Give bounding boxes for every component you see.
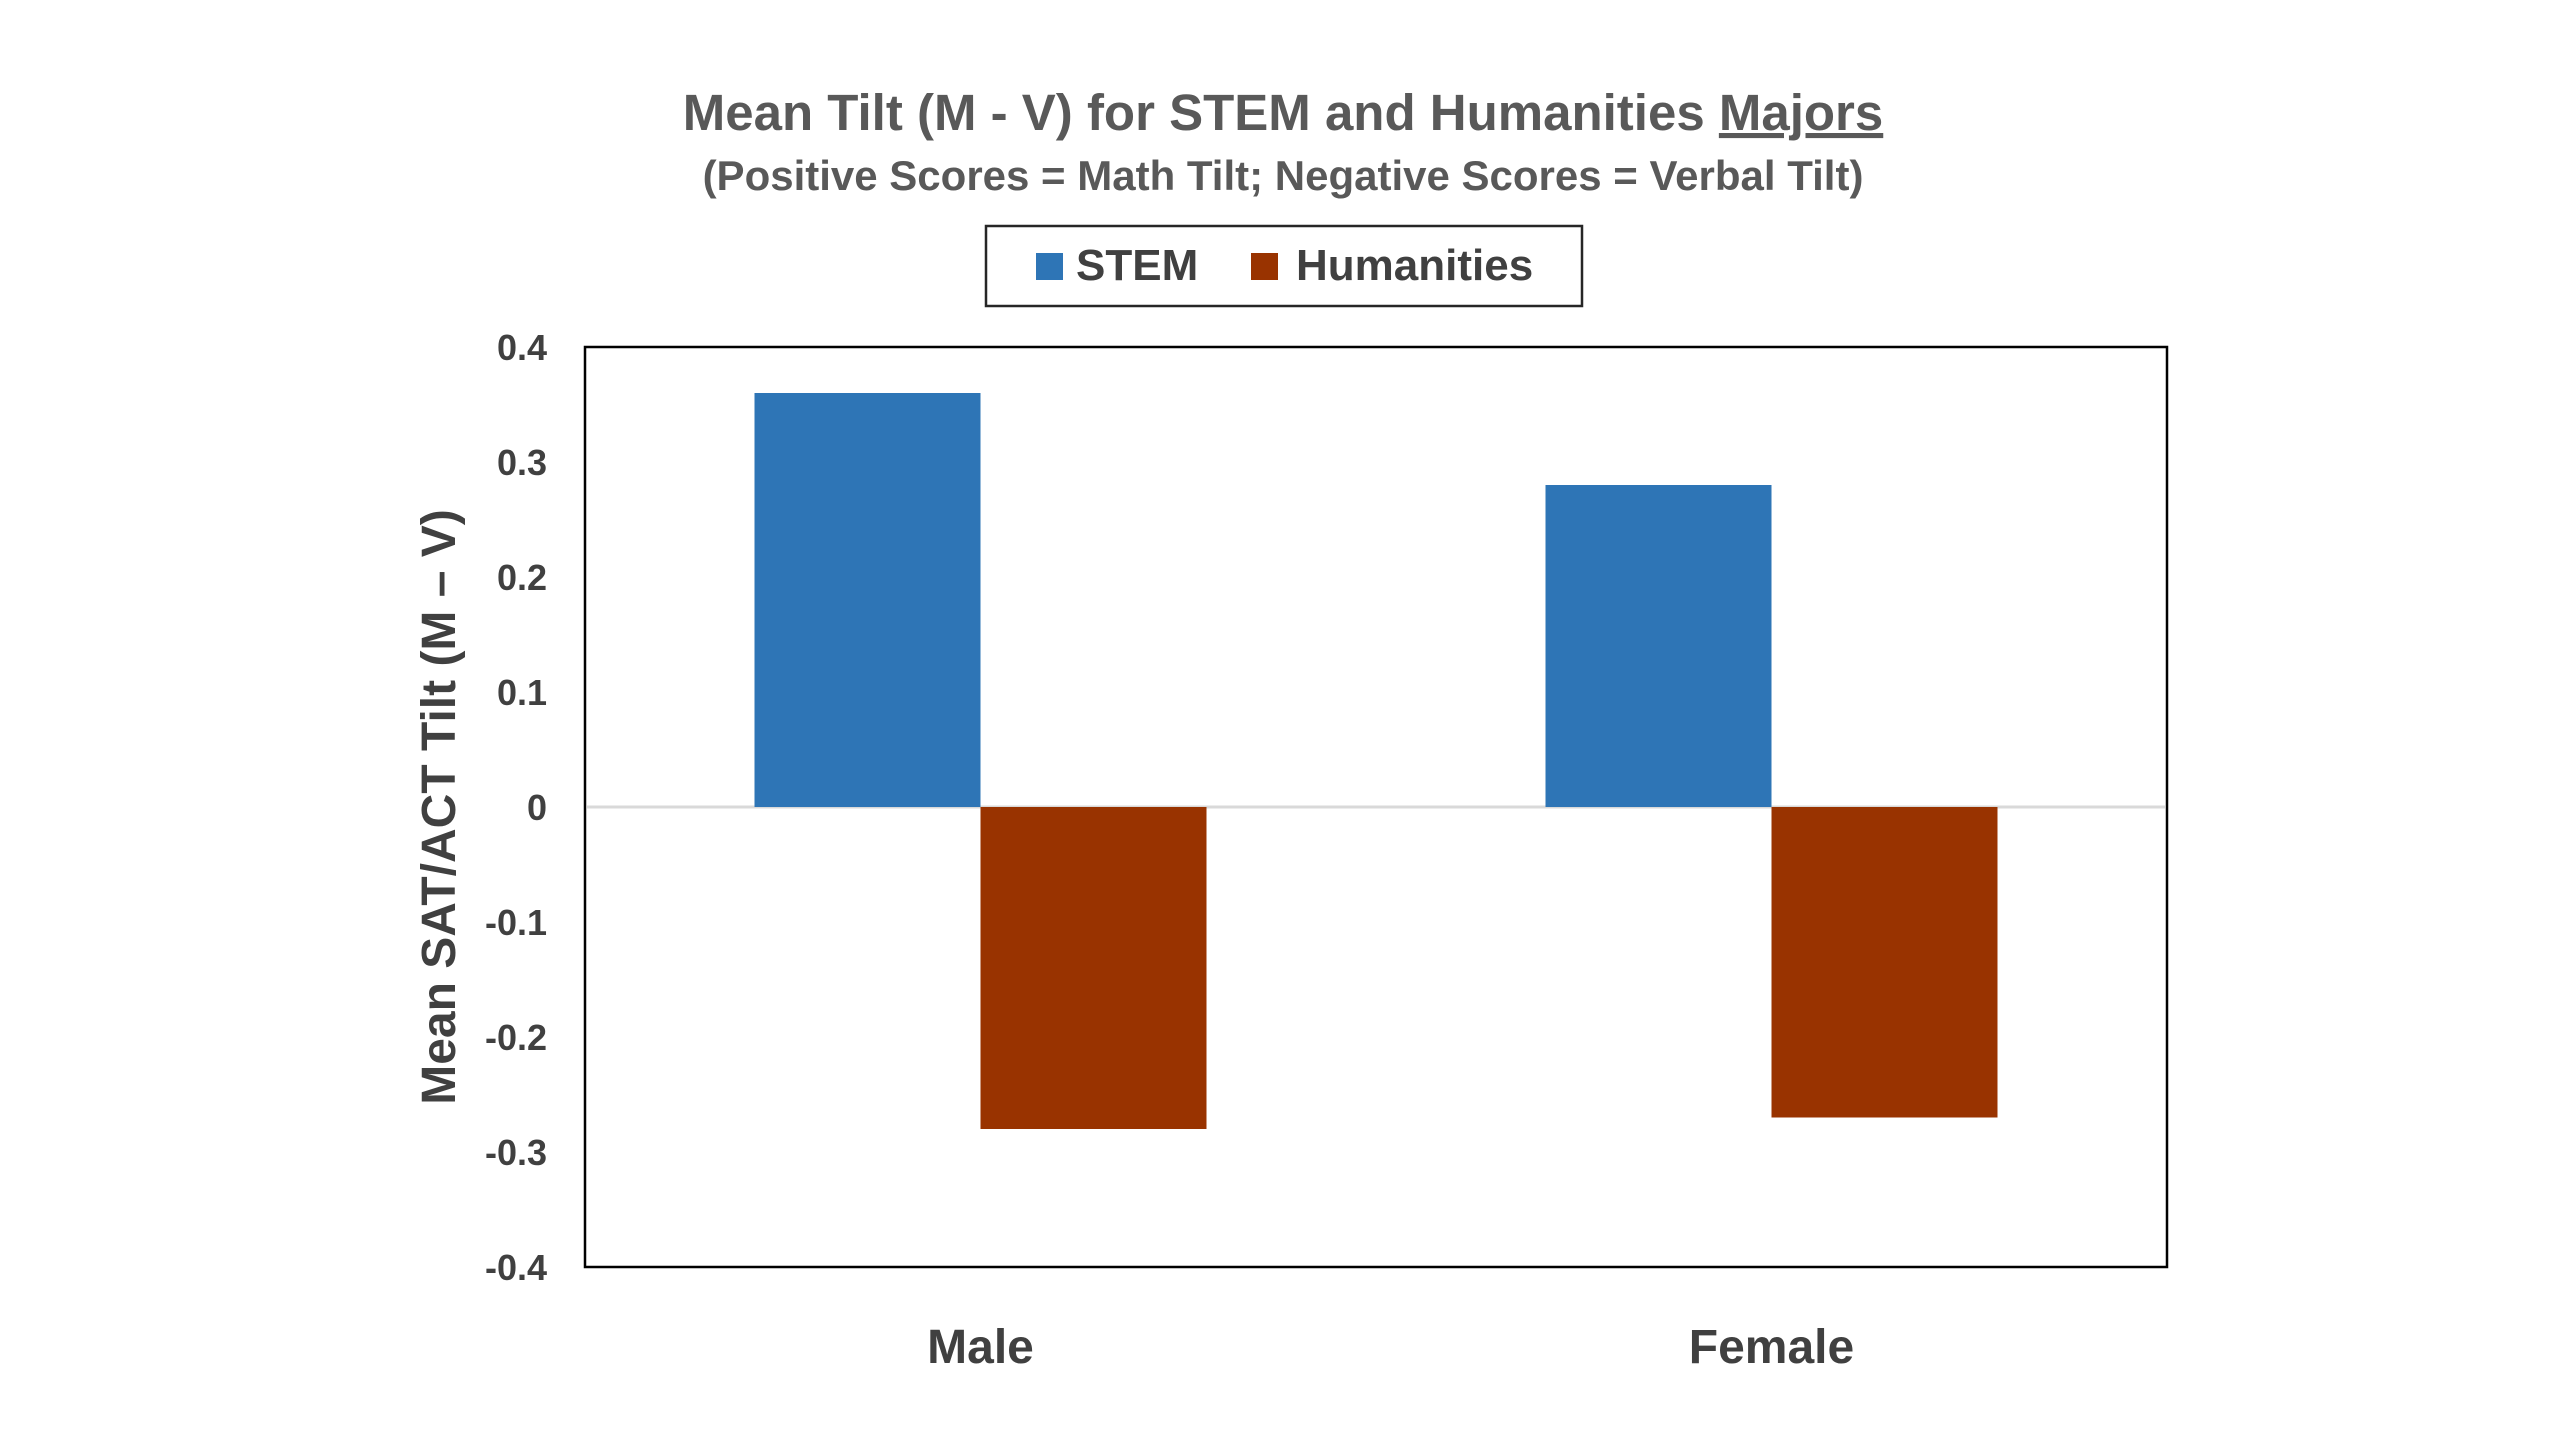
bar-stem-female [1545, 485, 1772, 807]
x-category-label-male: Male [927, 1321, 1034, 1374]
chart-title: Mean Tilt (M - V) for STEM and Humanitie… [683, 84, 1884, 141]
legend-swatch-humanities [1251, 253, 1278, 280]
y-tick-label: 0.2 [497, 557, 547, 598]
y-tick-label: 0.1 [497, 672, 547, 713]
y-axis-ticks: 0.4 0.3 0.2 0.1 0 -0.1 -0.2 -0.3 -0.4 [485, 327, 547, 1288]
y-tick-label: 0 [527, 787, 547, 828]
x-category-label-female: Female [1689, 1321, 1854, 1374]
y-tick-label: 0.4 [497, 327, 547, 368]
bar-stem-male [754, 393, 981, 807]
bar-humanities-female [1771, 807, 1998, 1118]
legend: STEM Humanities [984, 224, 1584, 308]
y-tick-label: -0.2 [485, 1017, 547, 1058]
legend-label-stem: STEM [1076, 241, 1198, 290]
bar-humanities-male [980, 807, 1207, 1129]
y-tick-label: -0.3 [485, 1132, 547, 1173]
y-tick-label: 0.3 [497, 442, 547, 483]
chart-title-main: Mean Tilt (M - V) for STEM and Humanitie… [683, 84, 1705, 141]
chart-subtitle: (Positive Scores = Math Tilt; Negative S… [703, 152, 1864, 199]
legend-swatch-stem [1036, 253, 1063, 280]
y-axis-label: Mean SAT/ACT Tilt (M – V) [413, 509, 466, 1105]
legend-label-humanities: Humanities [1296, 241, 1533, 290]
bars [754, 393, 1998, 1129]
x-axis-categories: Male Female [927, 1321, 1854, 1374]
y-tick-label: -0.4 [485, 1247, 547, 1288]
y-tick-label: -0.1 [485, 902, 547, 943]
legend-box [984, 224, 1584, 308]
chart-title-underlined: Majors [1719, 84, 1883, 141]
